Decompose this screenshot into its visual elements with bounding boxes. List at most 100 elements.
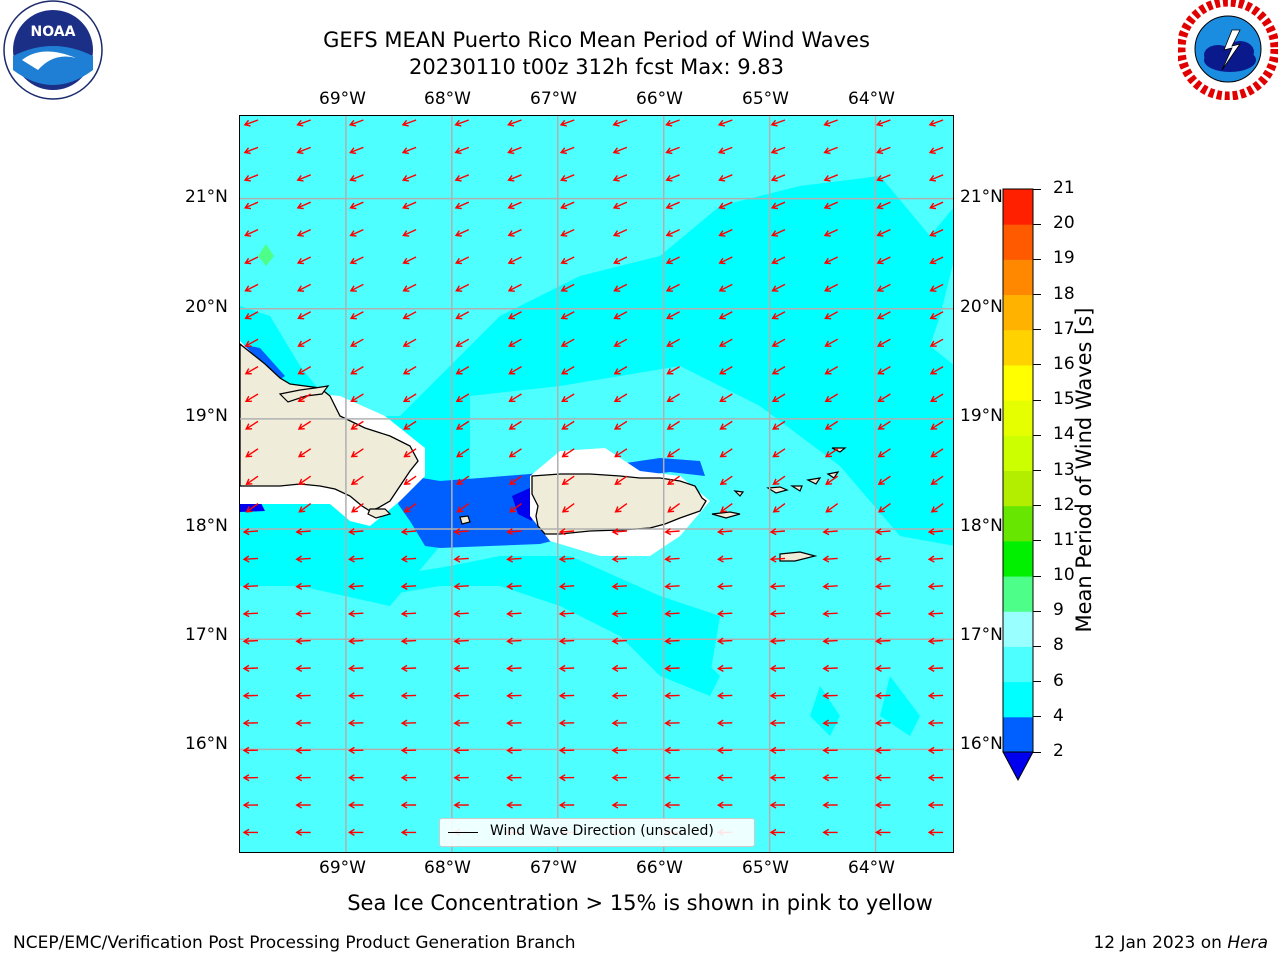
wind-wave-arrow [822,801,838,809]
wind-wave-arrow [664,746,680,754]
wind-wave-arrow [561,475,575,486]
wind-wave-arrow [453,801,469,809]
wind-wave-arrow [402,365,417,375]
wind-wave-arrow [822,746,838,754]
wind-wave-arrow [295,746,311,754]
colorbar-label: Mean Period of Wind Waves [s] [1072,307,1096,633]
colorbar-tick-mark [1033,716,1041,718]
legend-line-icon [448,832,478,833]
wind-wave-arrow [929,201,944,210]
wind-wave-arrow [558,528,575,536]
wind-wave-arrow [349,201,364,210]
wind-wave-arrow [822,528,838,536]
wind-wave-arrow [611,582,627,590]
legend-label: Wind Wave Direction (unscaled) [490,823,714,839]
land-tortuga [278,385,330,403]
wind-wave-arrow [929,256,944,265]
wind-wave-arrow [455,311,470,320]
wind-wave-arrow [402,228,417,237]
wind-wave-arrow [771,283,786,292]
wind-wave-arrow [508,448,522,458]
wind-wave-arrow [822,774,838,782]
footer-left: NCEP/EMC/Verification Post Processing Pr… [13,933,576,953]
colorbar-tick-label: 10 [1053,565,1075,586]
wind-wave-arrow [453,555,469,563]
wind-wave-arrow [822,555,838,563]
wind-wave-arrow [350,448,364,458]
wind-wave-arrow [718,256,733,265]
wind-wave-arrow [718,228,733,237]
wind-wave-arrow [454,146,470,155]
wind-wave-arrow [296,174,311,182]
colorbar-tick-label: 14 [1053,424,1075,445]
wind-wave-arrow [716,582,733,590]
wind-wave-arrow [349,256,364,265]
land-virgin-gorda [826,471,840,479]
contour-9-10-spot [258,244,274,266]
wind-wave-arrow [611,664,627,672]
wind-wave-arrow [666,311,680,320]
wind-wave-arrow [927,746,944,754]
wind-wave-arrow [245,420,259,430]
wind-wave-arrow [558,719,575,727]
wind-wave-arrow [243,174,259,182]
wind-wave-arrow [297,420,312,430]
colorbar-tick-mark [1033,470,1041,471]
wind-wave-arrow [770,119,786,127]
wind-wave-arrow [611,692,627,700]
wind-wave-arrow [719,393,733,403]
wind-wave-arrow [348,528,364,536]
wind-wave-arrow [875,828,891,837]
wind-wave-arrow [400,582,417,590]
chart-title: GEFS MEAN Puerto Rico Mean Period of Win… [323,28,870,52]
wind-wave-arrow [611,746,627,754]
wind-wave-arrow [771,393,786,403]
wind-wave-arrow [295,610,311,618]
colorbar-tick-mark [1033,294,1041,296]
wind-wave-arrow [349,228,364,237]
lat-tick-left: 16°N [185,734,228,754]
wind-wave-arrow [612,119,628,127]
wind-wave-arrow [506,801,522,809]
wind-wave-arrow [348,555,364,563]
wind-wave-arrow [612,201,628,210]
wind-wave-arrow [348,746,364,754]
wind-wave-arrow [664,528,680,536]
wind-wave-arrow [295,528,311,536]
wind-wave-arrow [927,555,944,563]
wind-wave-arrow [242,719,259,727]
wind-wave-arrow [772,503,786,513]
lat-tick-right: 19°N [960,406,1003,426]
wind-wave-arrow [401,174,417,182]
wind-wave-arrow [507,311,522,320]
colorbar-tick-mark [1033,364,1041,366]
wind-wave-arrow [769,719,786,727]
wind-wave-arrow [927,637,944,645]
wind-wave-arrow [927,801,944,809]
wind-wave-arrow [877,475,891,486]
wind-wave-arrow [719,503,733,513]
wind-wave-arrow [927,719,944,727]
land-st-croix [779,551,818,562]
wind-wave-arrow [558,692,575,700]
lat-tick-left: 20°N [185,297,228,317]
wind-wave-arrow [560,201,575,210]
colorbar-under-extension [1002,751,1034,782]
wind-wave-arrow [824,283,839,292]
wind-wave-arrow [298,475,312,486]
wind-wave-arrow [664,692,680,700]
wind-wave-arrow [927,610,944,618]
wind-wave-arrow [400,664,417,672]
footer-host: Hera [1227,933,1268,953]
colorbar-tick-label: 15 [1053,389,1075,410]
wind-wave-arrow [772,420,786,430]
wind-wave-arrow [716,637,733,645]
wind-wave-arrow [929,228,944,237]
lon-tick-top: 67°W [530,89,577,109]
colorbar-bin [1003,646,1033,683]
colorbar-tick-label: 2 [1053,741,1064,761]
wind-wave-arrow [242,801,259,809]
wind-wave-arrow [927,582,944,590]
wind-wave-arrow [244,311,259,320]
wind-wave-arrow [507,256,522,265]
